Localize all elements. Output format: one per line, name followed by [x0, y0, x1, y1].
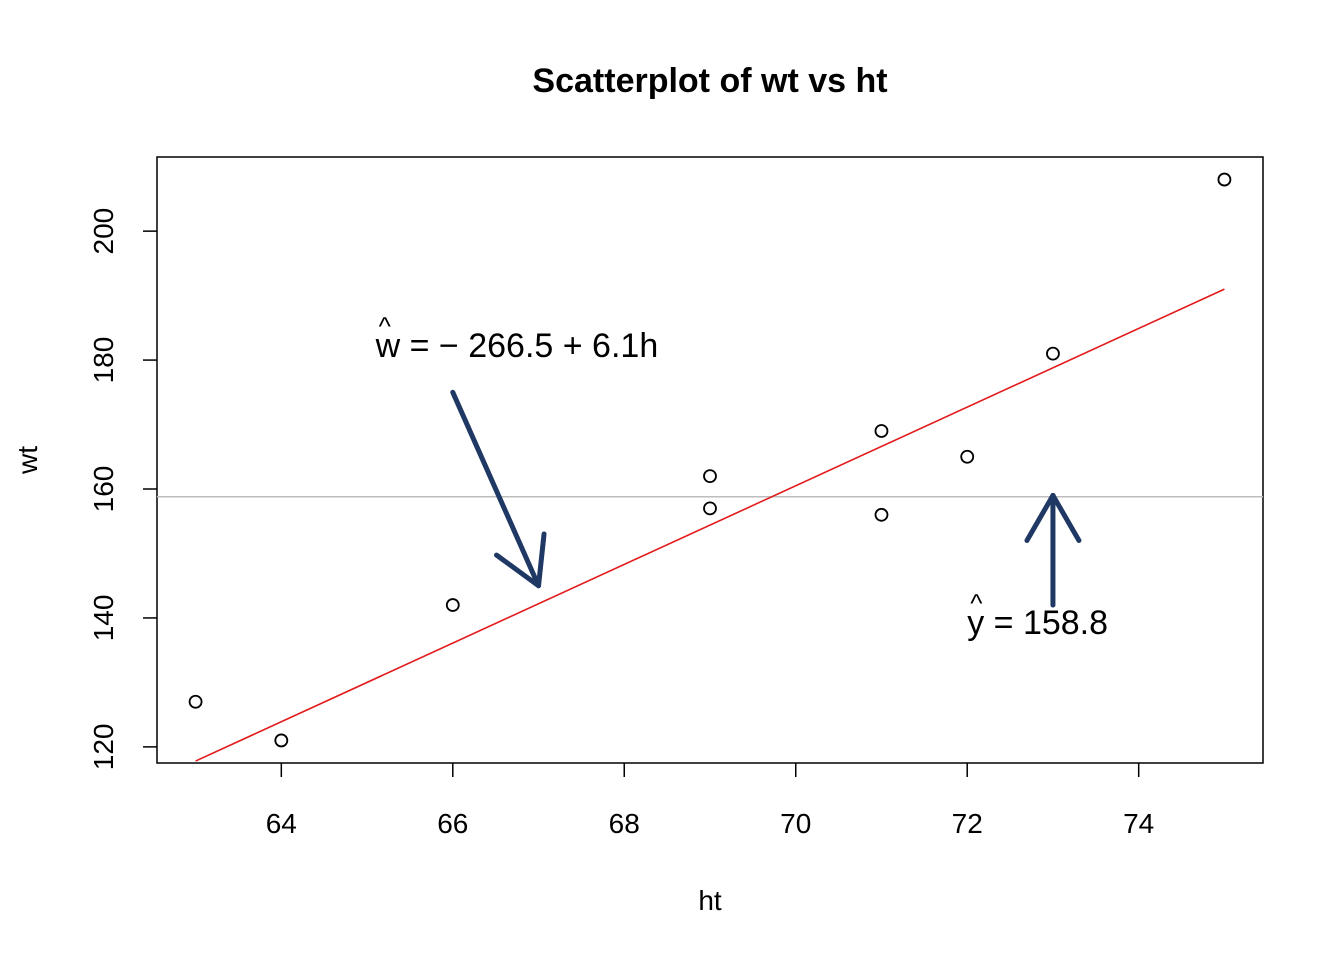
marks-layer: 64 66 68 70 72 74 120 140 160 180 200 w = − 266.5 +… — [88, 172, 1263, 839]
x-tick-label: 68 — [609, 808, 640, 839]
x-tick-label: 72 — [952, 808, 983, 839]
mean-equation-text: y = 158.8 — [967, 604, 1108, 642]
data-point — [874, 507, 889, 522]
regression-equation-arrow — [450, 389, 547, 589]
x-axis-label: ht — [698, 885, 722, 916]
x-tick-label: 70 — [780, 808, 811, 839]
y-tick-label: 140 — [88, 595, 119, 642]
data-point — [188, 694, 203, 709]
mean-equation-hat: ^ — [970, 588, 983, 618]
data-point — [960, 449, 975, 464]
regression-line — [195, 288, 1225, 762]
plot-frame — [156, 156, 1264, 764]
y-tick-label: 180 — [88, 337, 119, 384]
data-point — [874, 424, 889, 438]
y-tick-label: 200 — [88, 208, 119, 255]
y-tick-label: 160 — [88, 466, 119, 513]
y-tick-label: 120 — [88, 724, 119, 771]
x-tick-label: 66 — [437, 808, 468, 839]
data-point — [445, 598, 460, 612]
x-tick-label: 64 — [266, 808, 297, 839]
regression-equation-text: w = − 266.5 + 6.1h — [375, 327, 659, 365]
mean-equation-arrow — [1024, 492, 1082, 608]
y-axis-label: wt — [12, 446, 43, 475]
data-point — [274, 733, 289, 748]
data-point — [703, 469, 717, 484]
data-point — [703, 501, 717, 516]
regression-equation-hat: ^ — [379, 311, 392, 341]
chart-title: Scatterplot of wt vs ht — [532, 62, 887, 100]
x-tick-label: 74 — [1123, 808, 1154, 839]
data-point — [1217, 172, 1232, 187]
data-point — [1046, 346, 1060, 361]
